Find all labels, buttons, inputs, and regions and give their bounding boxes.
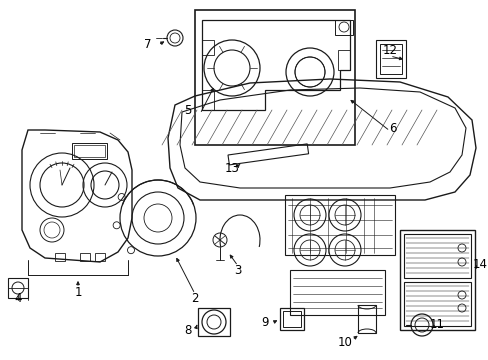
Bar (198, 308, 229, 336)
Text: 12: 12 (382, 44, 397, 57)
Bar (379, 44, 401, 74)
Bar (285, 195, 394, 255)
Bar (80, 253, 90, 261)
Text: 13: 13 (224, 162, 239, 175)
Text: 2: 2 (191, 292, 198, 305)
Bar (74, 145, 105, 157)
Text: 7: 7 (144, 39, 151, 51)
Bar (227, 144, 308, 165)
Bar (72, 143, 107, 159)
Bar (283, 311, 301, 327)
Text: 14: 14 (471, 258, 487, 271)
Text: 5: 5 (184, 104, 191, 117)
Bar (55, 253, 65, 261)
Bar (334, 20, 352, 35)
Bar (403, 282, 470, 326)
Text: 8: 8 (184, 324, 191, 337)
Text: 3: 3 (234, 264, 241, 276)
Text: 9: 9 (261, 316, 268, 329)
Bar (202, 90, 214, 110)
Bar (280, 308, 304, 330)
Text: 10: 10 (337, 336, 352, 348)
Bar (399, 230, 474, 330)
Bar (8, 278, 28, 298)
Bar (375, 40, 405, 78)
Bar (403, 234, 470, 278)
Bar (337, 50, 349, 70)
Bar (357, 305, 375, 333)
Text: 1: 1 (74, 285, 81, 298)
Text: 6: 6 (388, 122, 396, 135)
Bar (195, 10, 354, 145)
Bar (95, 253, 105, 261)
Text: 11: 11 (428, 319, 444, 332)
Bar (289, 270, 384, 315)
Bar (202, 40, 214, 55)
Text: 4: 4 (14, 292, 21, 305)
